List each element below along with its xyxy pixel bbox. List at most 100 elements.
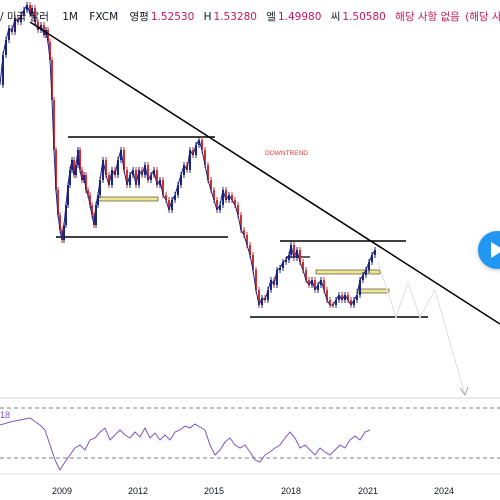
candle-body — [353, 300, 355, 305]
close-value: 1.50580 — [342, 11, 386, 23]
x-tick-2018: 2018 — [281, 486, 301, 496]
projection-path[interactable] — [377, 261, 466, 396]
candle-body — [249, 245, 251, 255]
symbol-legend: / 미국 달러 1M FXCM 영평 1.52530 H 1.53280 엘 1.49… — [0, 9, 500, 23]
candle-body — [180, 175, 182, 185]
candle-body — [81, 170, 83, 180]
x-tick-2021: 2021 — [358, 486, 378, 496]
price-line — [0, 3, 376, 307]
candle-body — [341, 295, 343, 300]
candle-body — [356, 295, 358, 300]
rsi-line — [0, 417, 371, 472]
candle-body — [20, 15, 22, 22]
candle-body — [323, 280, 325, 290]
high-label: H — [203, 11, 212, 23]
na-value-1: 해당 사항 없음 — [395, 11, 460, 23]
candle-body — [350, 300, 352, 305]
candle-body — [329, 300, 331, 305]
candle-body — [99, 180, 101, 195]
candle-body — [75, 165, 77, 175]
candle-body — [26, 5, 28, 10]
candle-body — [365, 270, 367, 275]
candle-body — [255, 270, 257, 290]
candle-body — [144, 165, 146, 175]
downtrend-label: DOWNTREND — [265, 150, 308, 157]
candle-body — [243, 230, 245, 235]
candle-body — [2, 55, 4, 85]
candle-body — [69, 170, 71, 185]
candle-body — [216, 200, 218, 210]
candle-body — [374, 250, 376, 255]
candle-body — [37, 22, 39, 30]
candle-body — [285, 260, 287, 262]
candle-body — [77, 150, 79, 165]
candle-body — [314, 280, 316, 290]
candle-body — [162, 180, 164, 195]
candle-body — [123, 150, 125, 170]
candle-body — [63, 225, 65, 240]
play-icon — [491, 242, 500, 258]
candle-body — [326, 290, 328, 300]
candle-body — [276, 270, 278, 285]
play-button[interactable] — [478, 231, 500, 269]
candle-body — [57, 190, 59, 215]
pair-name[interactable]: / 미국 달러 — [0, 11, 49, 23]
candle-body — [23, 10, 25, 15]
candle-body — [95, 205, 97, 225]
candle-body — [174, 195, 176, 200]
zone-highlight-3[interactable] — [356, 288, 390, 294]
close-label: 씨 — [330, 11, 341, 23]
x-tick-2009: 2009 — [52, 486, 72, 496]
candle-body — [47, 30, 49, 42]
candle-body — [308, 280, 310, 285]
projection-arrow-icon — [459, 386, 469, 397]
candle-body — [210, 180, 212, 190]
candle-body — [207, 165, 209, 180]
candle-body — [204, 150, 206, 165]
candle-body — [156, 170, 158, 185]
data-source: FXCM — [89, 11, 119, 23]
candle-body — [359, 280, 361, 295]
candle-body — [201, 140, 203, 150]
candle-body — [270, 280, 272, 290]
candle-body — [252, 255, 254, 270]
candle-body — [299, 250, 301, 262]
interval[interactable]: 1M — [62, 11, 78, 23]
zone-highlight-1[interactable] — [97, 196, 159, 202]
candle-body — [228, 195, 230, 200]
candle-body — [192, 150, 194, 155]
candle-body — [150, 175, 152, 180]
candle-body — [5, 40, 7, 55]
na-value-2: (해당 사항 없음 — [465, 11, 500, 23]
candle-body — [40, 25, 42, 30]
candle-body — [135, 170, 137, 185]
x-tick-2024: 2024 — [434, 486, 454, 496]
downtrend-line[interactable] — [29, 21, 500, 325]
candle-body — [282, 262, 284, 268]
candle-body — [73, 160, 75, 175]
candle-body — [219, 205, 221, 210]
zone-highlight-2[interactable] — [315, 269, 381, 275]
candle-body — [117, 160, 119, 175]
candle-body — [296, 250, 298, 258]
candle-body — [102, 160, 104, 180]
candle-body — [111, 170, 113, 185]
low-label: 엘 — [266, 11, 276, 23]
candle-body — [51, 60, 53, 100]
candle-body — [141, 170, 143, 175]
candle-body — [371, 255, 373, 262]
candle-body — [246, 235, 248, 245]
candle-body — [126, 170, 128, 185]
rsi-value-label: 18 — [0, 410, 10, 420]
candle-body — [311, 280, 313, 285]
x-tick-2015: 2015 — [204, 486, 224, 496]
candle-body — [258, 290, 260, 305]
candle-body — [240, 215, 242, 230]
candle-body — [59, 215, 61, 230]
candle-body — [344, 295, 346, 300]
candle-body — [267, 290, 269, 300]
candle-body — [237, 205, 239, 215]
candle-body — [147, 165, 149, 180]
candle-body — [31, 8, 33, 14]
